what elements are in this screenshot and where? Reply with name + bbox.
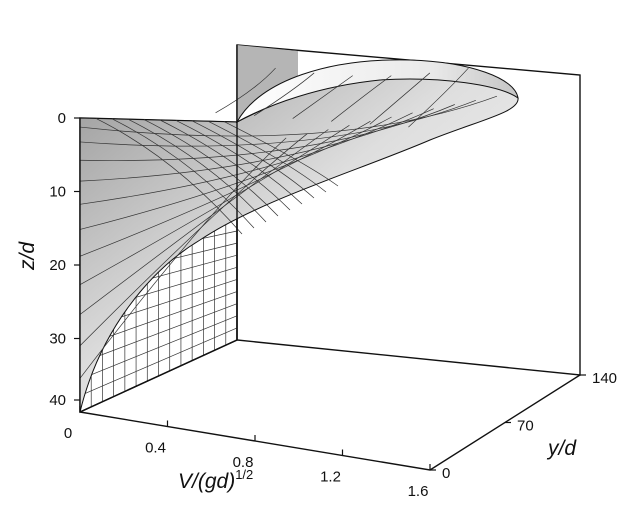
x-tick-label: 0.4 — [145, 440, 166, 457]
bowl-grid-line — [215, 67, 276, 114]
z-axis-title: z/d — [16, 241, 39, 271]
side-grid-line — [79, 327, 238, 396]
surface-grid — [79, 67, 498, 379]
side-grid-line — [79, 303, 238, 364]
x-axis-title-sup: 1/2 — [235, 467, 253, 482]
surface-grid-line — [191, 120, 315, 199]
x-axis-title: V/(gd)1/2 — [178, 467, 253, 493]
surface-grid-line — [159, 119, 291, 211]
z-tick-label: 10 — [49, 184, 66, 201]
x-tick-label: 1.2 — [320, 469, 341, 486]
surface-grid-line — [79, 116, 392, 230]
x-tick-label: 1.6 — [408, 483, 429, 500]
velocity-surface — [79, 69, 519, 413]
bowl-grid-line — [331, 75, 392, 122]
surface-bowl — [235, 59, 519, 124]
surface-grid-line — [79, 137, 287, 379]
side-grid-line — [79, 315, 238, 380]
surface-grid-line — [95, 118, 243, 235]
surface-grid-line — [79, 133, 308, 347]
z-tick-label: 0 — [58, 110, 66, 127]
surface-grid-line — [79, 112, 413, 205]
y-tick-label: 140 — [592, 370, 617, 387]
surface-grid-line — [175, 120, 303, 205]
surface-grid-line — [79, 100, 476, 147]
y-tick-label: 70 — [517, 418, 534, 435]
surface-grid-line — [111, 118, 255, 229]
bowl-grid-line — [369, 72, 431, 125]
surface-grid-line — [79, 125, 350, 285]
surface-grid-line — [127, 118, 267, 223]
bowl-grid-line — [408, 67, 469, 128]
surface-grid-line — [79, 120, 371, 257]
bowl-grid-line — [253, 72, 315, 117]
surface-grid-line — [79, 95, 498, 137]
x-axis-title-main: V/(gd) — [178, 470, 235, 493]
x-tick-label: 0.8 — [233, 454, 254, 471]
bowl-grid-line — [292, 75, 353, 119]
z-tick-label: 40 — [49, 392, 66, 409]
z-tick-label: 30 — [49, 331, 66, 348]
z-tick-label: 20 — [49, 257, 66, 274]
y-axis-ticks: 0 70 140 — [430, 370, 617, 482]
surface-grid-line — [79, 129, 329, 315]
surface-grid-line — [143, 119, 279, 217]
x-tick-label: 0 — [64, 425, 72, 442]
z-axis-ticks: 0 10 20 30 40 — [49, 110, 80, 409]
surface-grid-line — [79, 104, 455, 161]
x-axis-ticks: 0 0.4 0.8 1.2 1.6 — [64, 406, 431, 500]
surface-grid-line — [207, 120, 327, 193]
surface-grid-line — [223, 121, 339, 187]
y-tick-label: 0 — [442, 465, 450, 482]
y-axis-title: y/d — [546, 437, 577, 460]
